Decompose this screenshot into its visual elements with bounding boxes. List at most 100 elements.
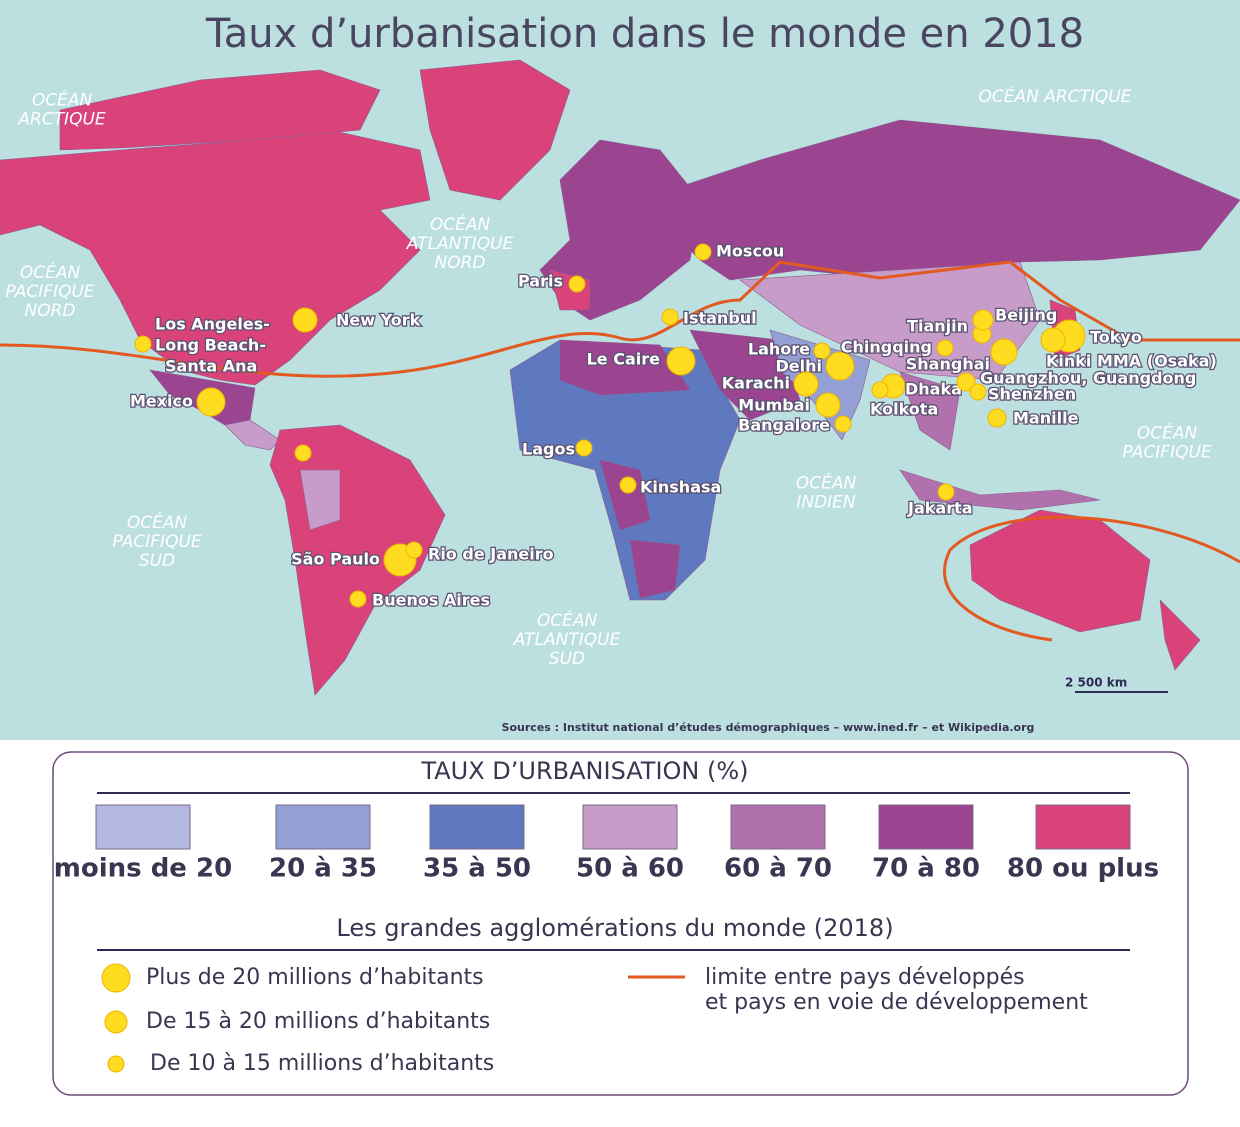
ocean-label: OCÉAN	[1137, 422, 1198, 444]
legend-swatch	[730, 804, 826, 850]
ocean-label: OCÉAN	[796, 472, 857, 494]
legend-title: TAUX D’URBANISATION (%)	[420, 757, 748, 785]
city-dot	[196, 387, 226, 417]
development-line	[943, 515, 1240, 642]
legend-dot	[104, 1010, 128, 1034]
city-label: Rio de Janeiro	[428, 545, 554, 564]
city-dot	[1040, 327, 1066, 353]
sources: Sources : Institut national d’études dém…	[502, 721, 1035, 734]
city-dot	[969, 383, 987, 401]
city-label: Manille	[1013, 409, 1079, 428]
city-label: Beijing	[995, 306, 1057, 325]
legend-class-label: 60 à 70	[724, 854, 832, 884]
ocean-label: ATLANTIQUE	[513, 630, 621, 650]
city-label: Chingqing	[841, 338, 932, 357]
city-label: Kinki MMA (Osaka)	[1046, 352, 1217, 371]
city-dot	[815, 392, 841, 418]
city-label: New York	[336, 311, 421, 330]
city-label: São Paulo	[291, 550, 380, 569]
ocean-label: INDIEN	[796, 493, 856, 513]
city-label: Tokyo	[1090, 328, 1142, 347]
city-label: Le Caire	[587, 350, 661, 369]
legend-line-label: limite entre pays développés	[705, 965, 1025, 990]
legend-size-label: De 15 à 20 millions d’habitants	[146, 1009, 490, 1034]
legend-class-label: 20 à 35	[269, 854, 377, 884]
city-label: Guangzhou, Guangdong	[980, 369, 1196, 388]
city-dot	[294, 444, 312, 462]
city-dot	[694, 243, 712, 261]
land	[0, 59, 1240, 696]
ocean-label: NORD	[25, 301, 76, 321]
legend-dot	[107, 1055, 125, 1073]
legend-size-label: Plus de 20 millions d’habitants	[146, 965, 484, 990]
city-label: Shenzhen	[988, 385, 1076, 404]
city-label: Shanghai	[906, 355, 990, 374]
ocean-label: SUD	[549, 649, 585, 669]
city-label: Bangalore	[738, 416, 830, 435]
development-line	[0, 260, 1240, 378]
city-dot	[134, 335, 152, 353]
ocean-label: PACIFIQUE	[1122, 443, 1212, 463]
legend-swatch	[878, 804, 974, 850]
city-dot	[813, 342, 831, 360]
city-label: Tianjin	[907, 317, 968, 336]
ocean-label: OCÉAN	[20, 261, 81, 283]
ocean-label: OCÉAN	[32, 89, 93, 111]
title: Taux d’urbanisation dans le monde en 201…	[205, 11, 1084, 57]
legend-class-label: 35 à 50	[423, 854, 531, 884]
city-label: Jakarta	[907, 499, 973, 518]
city-dot	[990, 338, 1018, 366]
city-dot	[987, 408, 1007, 428]
ocean-label: ATLANTIQUE	[406, 234, 514, 254]
ocean-label: OCÉAN	[127, 511, 188, 533]
city-label: Karachi	[722, 374, 790, 393]
city-label: Long Beach-	[155, 336, 266, 355]
city-label: Moscou	[716, 242, 784, 261]
city-dot	[825, 351, 855, 381]
city-dot	[936, 339, 954, 357]
city-dot	[972, 309, 994, 331]
city-dot	[575, 439, 593, 457]
city-dot	[349, 590, 367, 608]
ocean-label: OCÉAN	[537, 609, 598, 631]
city-label: Paris	[518, 272, 563, 291]
legend-cities-title: Les grandes agglomérations du monde (201…	[336, 914, 893, 942]
scale-label: 2 500 km	[1065, 676, 1127, 690]
legend-size-label: De 10 à 15 millions d’habitants	[150, 1051, 494, 1076]
ocean-label: NORD	[435, 253, 486, 273]
legend-class-label: 50 à 60	[576, 854, 684, 884]
ocean-label: SUD	[139, 551, 175, 571]
city-dot	[871, 381, 889, 399]
city-dot	[956, 372, 976, 392]
legend-dot	[101, 963, 131, 993]
city-dot	[619, 476, 637, 494]
legend-class-label: 80 ou plus	[1007, 854, 1159, 884]
city-label: Mumbai	[738, 396, 810, 415]
city-dot	[937, 483, 955, 501]
ocean-label: OCÉAN ARCTIQUE	[978, 85, 1131, 107]
legend-class-label: 70 à 80	[872, 854, 980, 884]
city-label: Kinshasa	[640, 478, 721, 497]
city-label: Delhi	[776, 357, 823, 376]
city-dot	[793, 371, 819, 397]
city-dot	[666, 346, 696, 376]
legend-class-label: moins de 20	[54, 854, 232, 884]
legend-swatch	[95, 804, 191, 850]
city-dot	[292, 307, 318, 333]
ocean-label: ARCTIQUE	[17, 110, 106, 130]
legend-swatch	[582, 804, 678, 850]
city-label: Lahore	[748, 340, 810, 359]
city-dot	[834, 415, 852, 433]
legend-swatch	[275, 804, 371, 850]
legend-swatch	[1035, 804, 1131, 850]
city-dot	[661, 308, 679, 326]
city-label: Lagos	[522, 440, 575, 459]
city-dot	[568, 275, 586, 293]
ocean-label: OCÉAN	[430, 213, 491, 235]
city-label: Istanbul	[683, 309, 757, 328]
ocean-label: PACIFIQUE	[5, 282, 95, 302]
city-label: Santa Ana	[165, 357, 257, 376]
city-label: Buenos Aires	[372, 591, 490, 610]
city-label: Kolkota	[870, 400, 938, 419]
